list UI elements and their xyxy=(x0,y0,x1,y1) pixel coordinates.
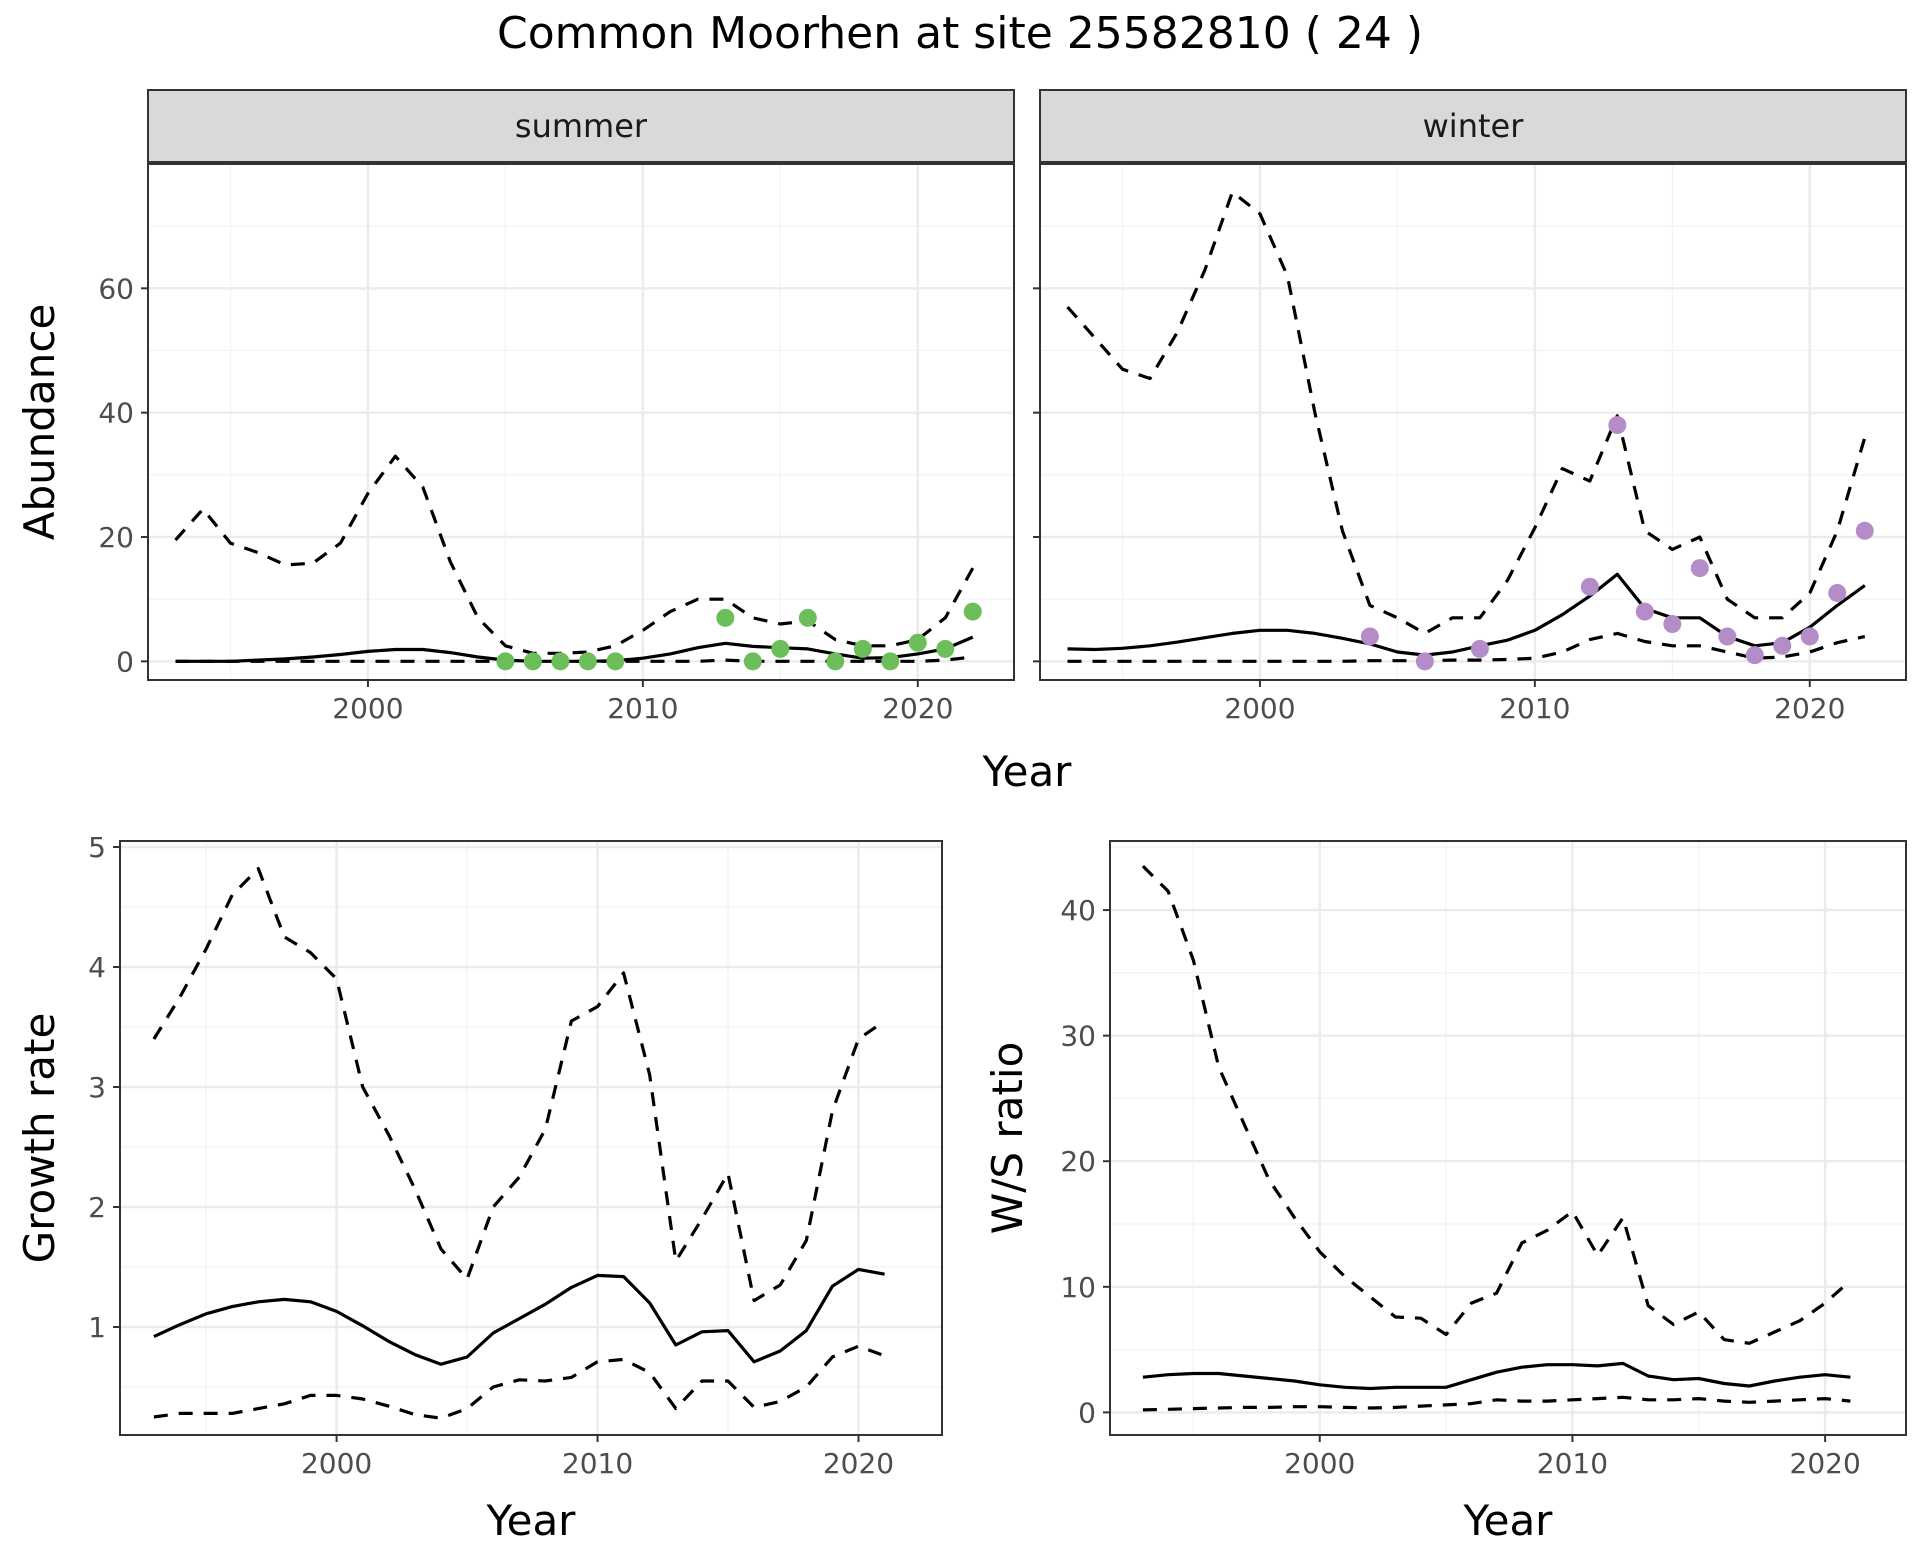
panel-border xyxy=(147,163,1015,681)
mean-line xyxy=(175,635,974,663)
observed-point xyxy=(1828,583,1847,602)
y-tick-label: 40 xyxy=(1060,894,1096,927)
facet-strip-label: summer xyxy=(515,107,648,145)
observed-point xyxy=(1690,559,1709,578)
lower-bound-line xyxy=(1067,631,1866,663)
observed-point xyxy=(798,608,817,627)
observed-point xyxy=(1745,646,1764,665)
abundance-panel-summer: 2000 2010 2020 0 20 40 60 xyxy=(98,163,1015,725)
lower-bound-line xyxy=(175,655,973,663)
observed-point xyxy=(496,652,515,671)
observed-point xyxy=(1360,627,1379,646)
ws-ratio-panel: 2000 2010 2020 0 10 20 30 40 xyxy=(1060,840,1907,1480)
x-tick-label: 2010 xyxy=(1499,692,1570,725)
upper-bound-line xyxy=(1066,190,1867,635)
growth-rate-panel: 2000 2010 2020 1 2 3 4 5 xyxy=(88,831,943,1480)
y-tick-label: 5 xyxy=(88,831,106,864)
observed-point xyxy=(578,652,597,671)
y-tick-label: 0 xyxy=(1078,1396,1096,1429)
y-tick-label: 60 xyxy=(98,272,134,305)
ratio-y-axis-label: W/S ratio xyxy=(983,1042,1032,1235)
observed-point xyxy=(826,652,845,671)
x-tick-label: 2000 xyxy=(332,692,403,725)
abundance-y-axis-label: Abundance xyxy=(15,304,64,541)
facet-strip-background xyxy=(1039,89,1907,163)
y-tick-label: 10 xyxy=(1060,1271,1096,1304)
observed-point xyxy=(1773,636,1792,655)
y-tick-label: 2 xyxy=(88,1191,106,1224)
abundance-panel-winter: 2000 2010 2020 xyxy=(1033,163,1907,725)
observed-point xyxy=(606,652,625,671)
mean-line xyxy=(153,1267,885,1366)
x-tick-label: 2010 xyxy=(607,692,678,725)
abundance-x-axis-label: Year xyxy=(982,747,1073,796)
x-tick-label: 2000 xyxy=(1284,1447,1355,1480)
upper-bound-line xyxy=(174,454,975,655)
mean-line xyxy=(1067,572,1866,657)
panel-border xyxy=(1039,163,1907,681)
chart-title: Common Moorhen at site 25582810 ( 24 ) xyxy=(497,8,1423,59)
observed-point xyxy=(1415,652,1434,671)
x-tick-label: 2010 xyxy=(1537,1447,1608,1480)
observed-point xyxy=(1663,615,1682,634)
upper-bound-line xyxy=(1141,864,1852,1345)
observed-point xyxy=(1580,577,1599,596)
lower-bound-line xyxy=(1142,1395,1851,1412)
observed-point xyxy=(1608,416,1627,435)
observed-point xyxy=(1635,602,1654,621)
panel-border xyxy=(1109,840,1907,1436)
observed-point xyxy=(1800,627,1819,646)
facet-strip-background xyxy=(147,89,1015,163)
observed-point xyxy=(881,652,900,671)
growth-x-axis-label: Year xyxy=(486,1496,577,1545)
observed-point xyxy=(963,602,982,621)
x-tick-label: 2020 xyxy=(823,1447,894,1480)
x-tick-label: 2020 xyxy=(882,692,953,725)
observed-point xyxy=(1718,627,1737,646)
y-tick-label: 40 xyxy=(98,397,134,430)
y-tick-label: 20 xyxy=(98,521,134,554)
observed-point xyxy=(1855,521,1874,540)
y-tick-label: 20 xyxy=(1060,1145,1096,1178)
observed-point xyxy=(551,652,570,671)
observed-point xyxy=(1470,639,1489,658)
y-tick-label: 0 xyxy=(116,645,134,678)
observed-point xyxy=(523,652,542,671)
y-tick-label: 1 xyxy=(88,1311,106,1344)
x-tick-label: 2000 xyxy=(301,1447,372,1480)
mean-line xyxy=(1142,1361,1851,1391)
x-tick-label: 2010 xyxy=(562,1447,633,1480)
lower-bound-line xyxy=(153,1344,886,1420)
y-tick-label: 30 xyxy=(1060,1020,1096,1053)
observed-point xyxy=(853,639,872,658)
x-tick-label: 2000 xyxy=(1224,692,1295,725)
facet-strip-label: winter xyxy=(1423,107,1525,145)
facet-strip-summer: summer xyxy=(147,89,1015,163)
observed-point xyxy=(716,608,735,627)
observed-point xyxy=(908,633,927,652)
observed-point xyxy=(936,639,955,658)
observed-point xyxy=(743,652,762,671)
x-tick-label: 2020 xyxy=(1790,1447,1861,1480)
y-tick-label: 3 xyxy=(88,1071,106,1104)
ratio-x-axis-label: Year xyxy=(1463,1496,1554,1545)
x-tick-label: 2020 xyxy=(1774,692,1845,725)
y-tick-label: 4 xyxy=(88,951,106,984)
growth-y-axis-label: Growth rate xyxy=(15,1013,64,1264)
panel-border xyxy=(119,840,943,1436)
facet-strip-winter: winter xyxy=(1039,89,1907,163)
upper-bound-line xyxy=(152,867,886,1303)
observed-point xyxy=(771,639,790,658)
